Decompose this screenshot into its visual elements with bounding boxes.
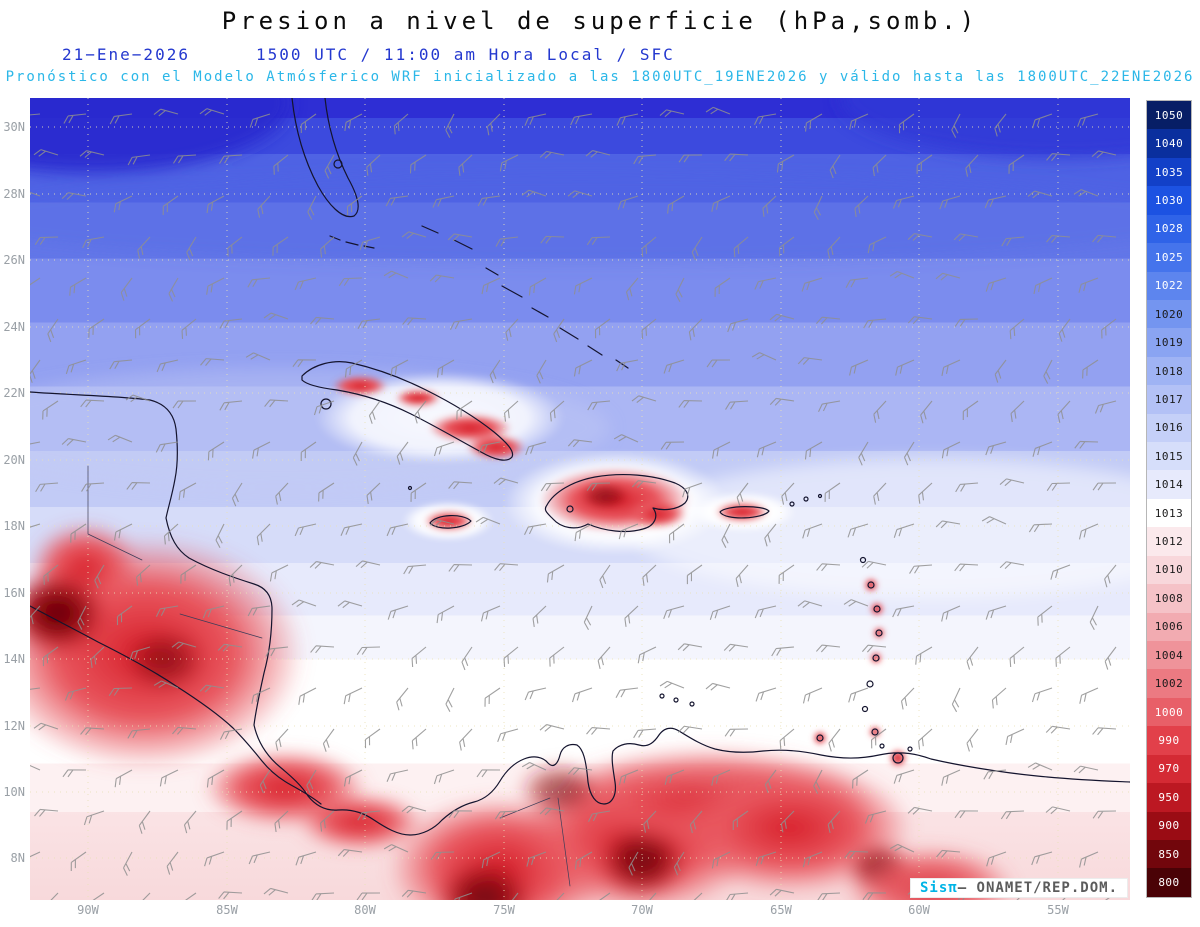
lon-tick-60W: 60W bbox=[908, 903, 930, 917]
colorbar-cell-1040: 1040 bbox=[1147, 129, 1191, 158]
lon-tick-75W: 75W bbox=[493, 903, 515, 917]
colorbar-cell-900: 900 bbox=[1147, 811, 1191, 840]
colorbar-cell-970: 970 bbox=[1147, 754, 1191, 784]
watermark-brand: Sisπ bbox=[919, 880, 958, 896]
island-pressure-details bbox=[315, 372, 907, 767]
wind-barbs-layer bbox=[30, 106, 1117, 900]
colorbar-cell-1030: 1030 bbox=[1147, 186, 1191, 215]
lon-tick-85W: 85W bbox=[216, 903, 238, 917]
colorbar-cell-1006: 1006 bbox=[1147, 612, 1191, 642]
lat-tick-16N: 16N bbox=[3, 586, 25, 600]
lat-tick-26N: 26N bbox=[3, 253, 25, 267]
lat-tick-8N: 8N bbox=[10, 851, 25, 865]
cuba-coast bbox=[301, 361, 514, 461]
colorbar-cell-990: 990 bbox=[1147, 726, 1191, 755]
colorbar: 1050 1040 1035 1030 1028 1025 1022 1020 1019 1018… bbox=[1146, 100, 1192, 898]
gonave bbox=[566, 505, 574, 513]
pressure-field-map bbox=[30, 98, 1130, 900]
page-title: Presion a nivel de superficie (hPa,somb.… bbox=[221, 7, 979, 35]
colorbar-cell-1015: 1015 bbox=[1147, 442, 1191, 471]
colorbar-cell-1016: 1016 bbox=[1147, 413, 1191, 443]
florida-coast bbox=[291, 98, 359, 218]
bahamas bbox=[421, 225, 629, 369]
puerto-rico-coast bbox=[719, 506, 770, 519]
valid-date: 21−Ene−2026 bbox=[62, 45, 190, 64]
lon-tick-90W: 90W bbox=[77, 903, 99, 917]
lon-tick-65W: 65W bbox=[770, 903, 792, 917]
coastlines bbox=[30, 98, 1130, 887]
colorbar-cell-1018: 1018 bbox=[1147, 356, 1191, 386]
lat-tick-12N: 12N bbox=[3, 719, 25, 733]
colorbar-cell-1035: 1035 bbox=[1147, 157, 1191, 187]
colorbar-cell-1050: 1050 bbox=[1147, 101, 1191, 130]
colorbar-cell-1020: 1020 bbox=[1147, 299, 1191, 329]
lon-tick-70W: 70W bbox=[631, 903, 653, 917]
forecast-line: Pronóstico con el Modelo Atmósferico WRF… bbox=[5, 69, 1195, 85]
colorbar-cell-1012: 1012 bbox=[1147, 527, 1191, 556]
lat-tick-24N: 24N bbox=[3, 320, 25, 334]
lake-okeechobee bbox=[333, 159, 343, 169]
lat-tick-28N: 28N bbox=[3, 187, 25, 201]
datetime-line: 21−Ene−2026 1500 UTC / 11:00 am Hora Loc… bbox=[62, 45, 675, 64]
lon-tick-80W: 80W bbox=[354, 903, 376, 917]
lon-tick-55W: 55W bbox=[1047, 903, 1069, 917]
colorbar-cell-1000: 1000 bbox=[1147, 697, 1191, 727]
lat-tick-30N: 30N bbox=[3, 120, 25, 134]
colorbar-cell-1004: 1004 bbox=[1147, 641, 1191, 670]
colorbar-cell-1022: 1022 bbox=[1147, 271, 1191, 300]
jamaica-coast bbox=[429, 515, 472, 529]
colorbar-cell-1014: 1014 bbox=[1147, 470, 1191, 499]
watermark: Sisπ— ONAMET/REP.DOM. bbox=[909, 878, 1128, 898]
colorbar-cell-1028: 1028 bbox=[1147, 214, 1191, 244]
valid-time: 1500 UTC / 11:00 am Hora Local / SFC bbox=[255, 45, 675, 64]
colorbar-cell-800: 800 bbox=[1147, 868, 1191, 897]
colorbar-cell-850: 850 bbox=[1147, 839, 1191, 869]
pacific-coast bbox=[30, 605, 322, 805]
lat-tick-14N: 14N bbox=[3, 652, 25, 666]
country-borders bbox=[87, 465, 571, 887]
lat-tick-18N: 18N bbox=[3, 519, 25, 533]
lat-tick-10N: 10N bbox=[3, 785, 25, 799]
lat-tick-22N: 22N bbox=[3, 386, 25, 400]
colorbar-cell-1025: 1025 bbox=[1147, 243, 1191, 272]
colorbar-cell-1010: 1010 bbox=[1147, 555, 1191, 585]
watermark-org: — ONAMET/REP.DOM. bbox=[957, 880, 1118, 896]
lat-tick-20N: 20N bbox=[3, 453, 25, 467]
colorbar-cell-1019: 1019 bbox=[1147, 328, 1191, 357]
colorbar-cell-1017: 1017 bbox=[1147, 385, 1191, 414]
cayman bbox=[407, 485, 413, 491]
low-pressure-blobs bbox=[30, 523, 1015, 900]
latitude-axis: 30N 28N 26N 24N 22N 20N 18N 16N 14N 12N 10N 8N bbox=[0, 98, 27, 900]
pressure-shading bbox=[30, 98, 1130, 900]
colorbar-cell-1008: 1008 bbox=[1147, 584, 1191, 613]
colorbar-cell-1013: 1013 bbox=[1147, 498, 1191, 528]
longitude-axis: 90W 85W 80W 75W 70W 65W 60W 55W bbox=[30, 903, 1130, 921]
colorbar-cell-1002: 1002 bbox=[1147, 669, 1191, 698]
isla-juventud bbox=[320, 398, 332, 410]
map-area: Sisπ— ONAMET/REP.DOM. bbox=[30, 98, 1130, 900]
colorbar-cell-950: 950 bbox=[1147, 783, 1191, 812]
hispaniola-coast bbox=[544, 473, 689, 533]
